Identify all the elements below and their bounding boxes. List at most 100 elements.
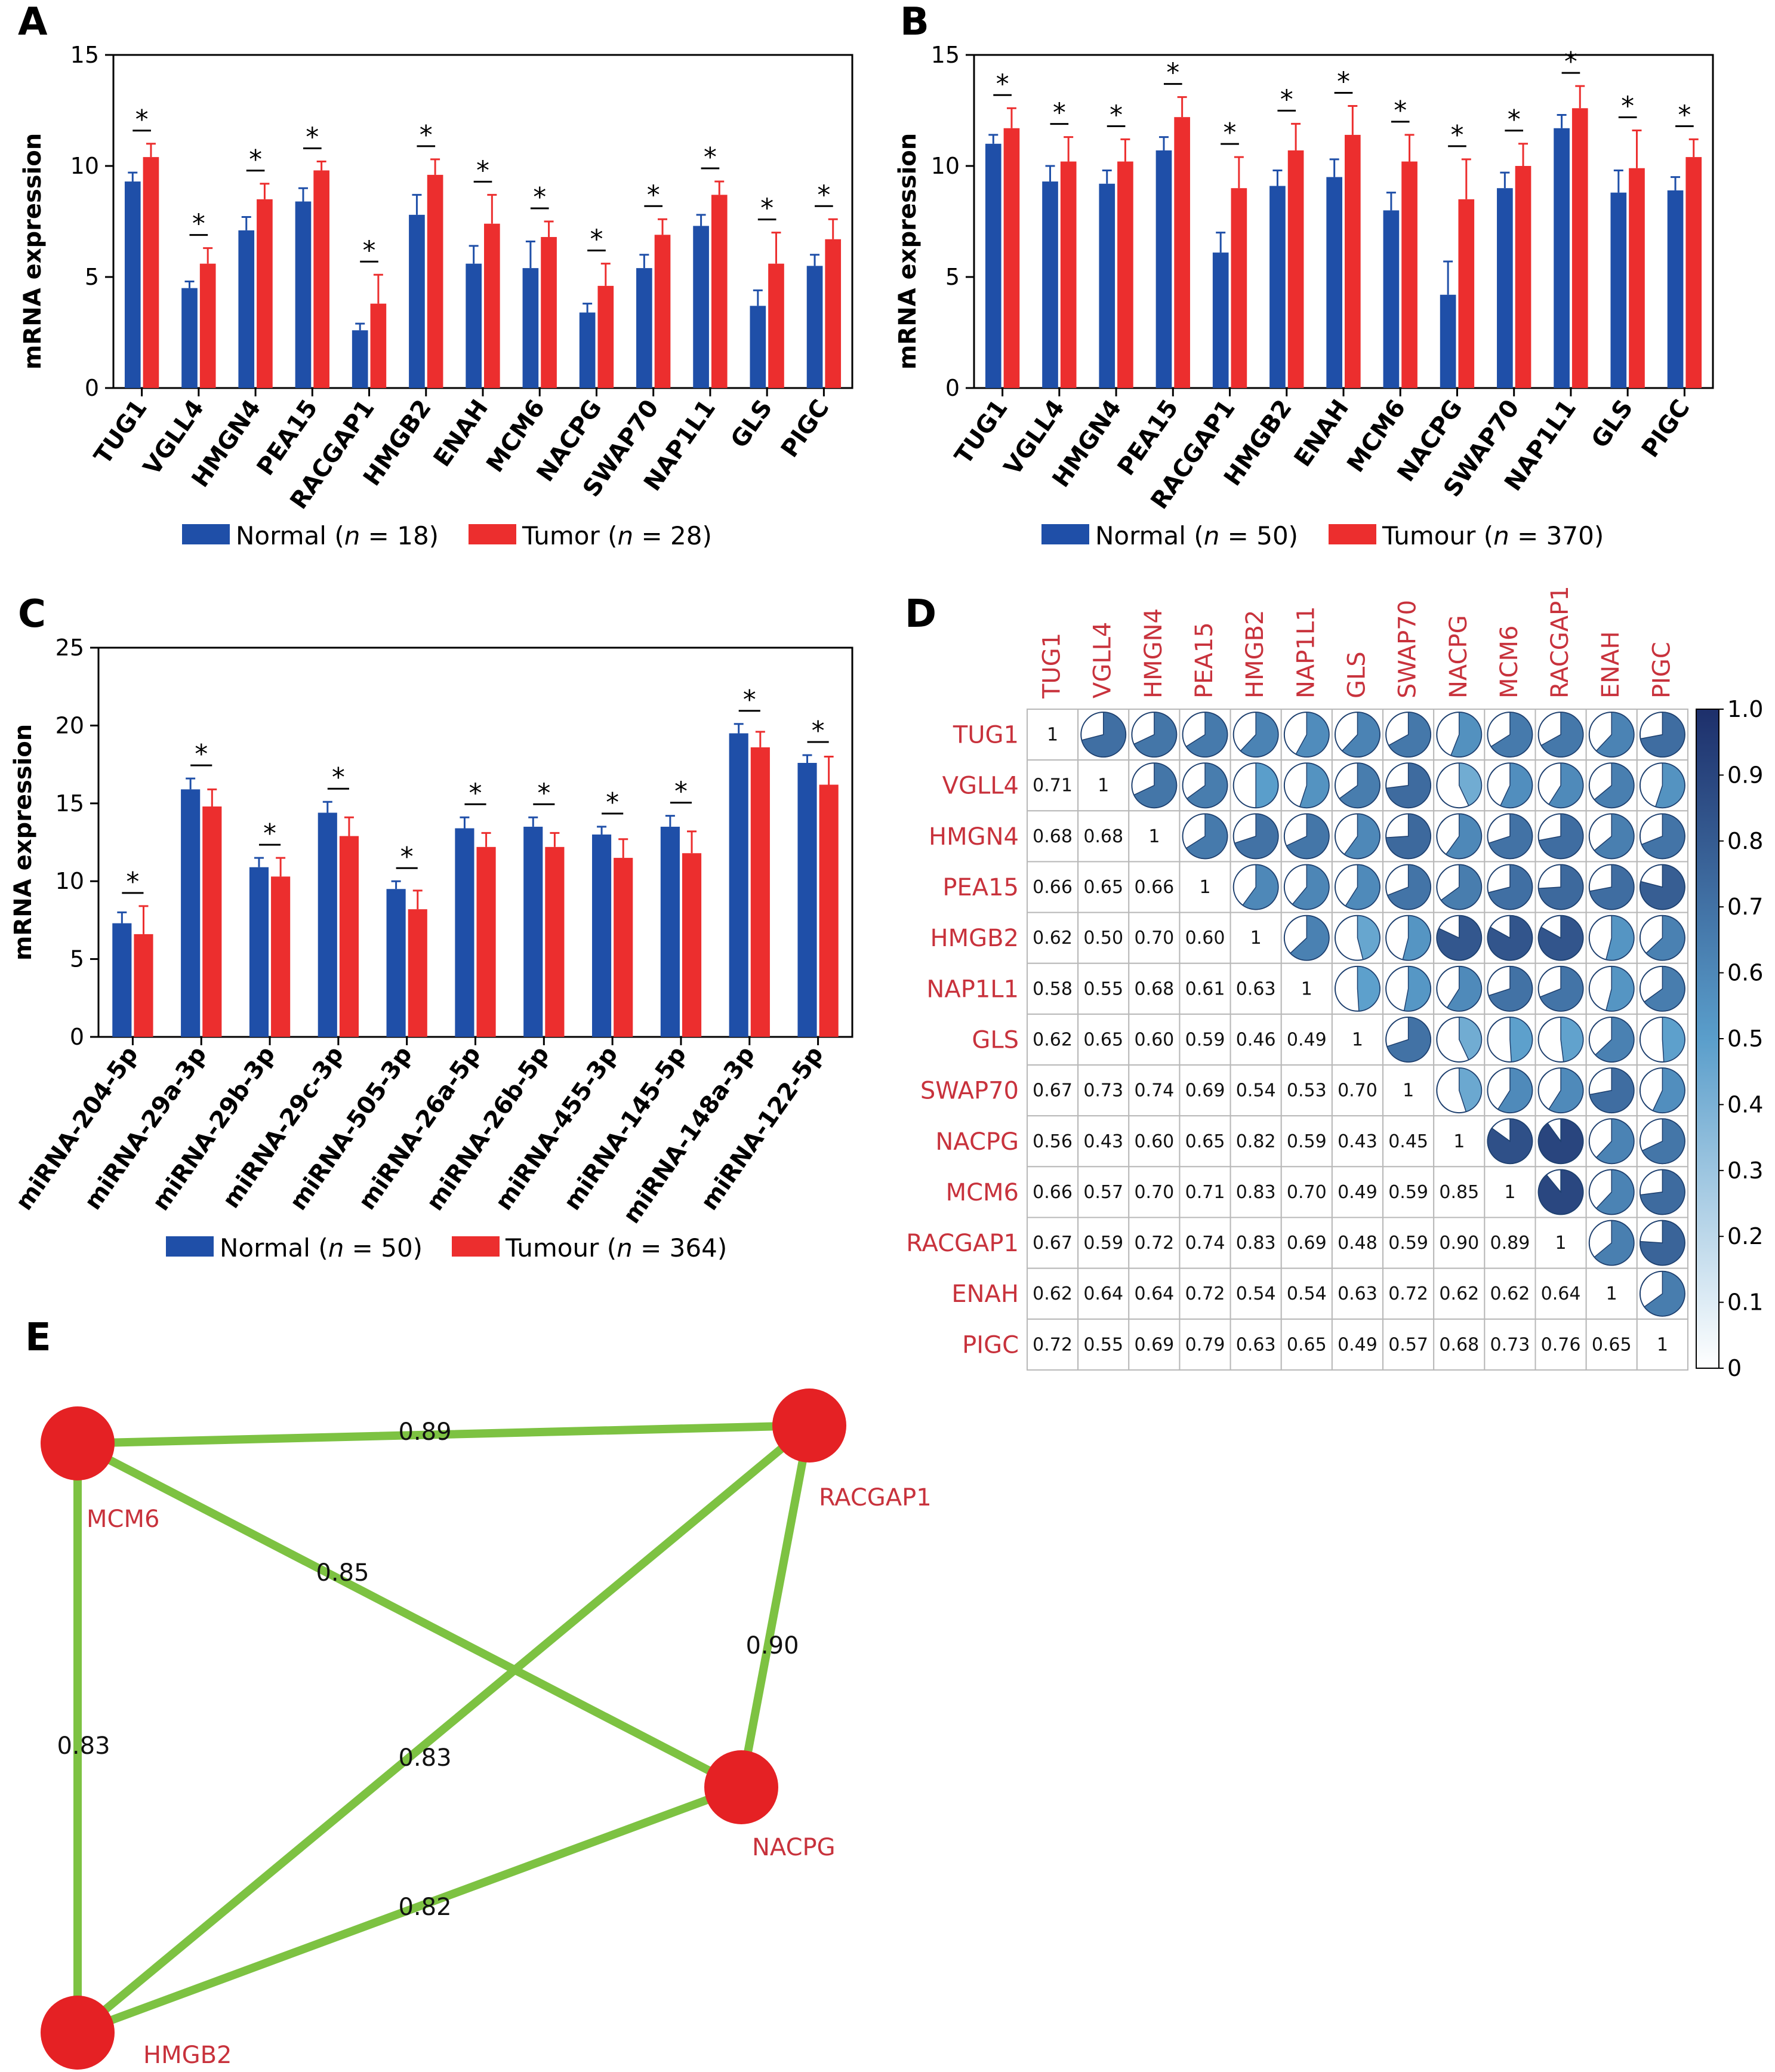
- corr-value: 0.65: [1592, 1334, 1632, 1355]
- y-axis-label: mRNA expression: [894, 133, 922, 370]
- corr-pie-wedge: [1640, 712, 1685, 758]
- corr-cell: [1534, 1318, 1587, 1371]
- corr-value: 0.72: [1134, 1233, 1174, 1254]
- significance-star: *: [812, 716, 825, 746]
- corr-value: 0.72: [1185, 1283, 1225, 1304]
- corr-pie-wedge: [1436, 915, 1482, 961]
- corr-pie-wedge: [1539, 966, 1584, 1012]
- corr-cell: [1027, 1318, 1079, 1371]
- corr-value: 0.64: [1541, 1283, 1581, 1304]
- colorbar-tick-label: 0.5: [1727, 1026, 1763, 1052]
- bar-tumour: [1174, 117, 1190, 388]
- y-tick-label: 15: [70, 42, 99, 68]
- legend-swatch: [452, 1236, 500, 1257]
- corr-cell: [1331, 1013, 1384, 1066]
- significance-star: *: [743, 685, 756, 715]
- corr-cell: [1229, 962, 1282, 1015]
- corr-value: 0.60: [1185, 928, 1225, 949]
- corr-column-label: NACPG: [1445, 615, 1472, 698]
- corr-column-label: PEA15: [1191, 622, 1218, 698]
- corr-cell: [1331, 1115, 1384, 1168]
- bar-normal: [660, 826, 680, 1037]
- corr-value: 0.46: [1236, 1029, 1276, 1050]
- corr-value: 0.48: [1338, 1233, 1378, 1254]
- bar-tumor: [597, 285, 614, 388]
- corr-cell: [1128, 861, 1181, 913]
- corr-value: 0.67: [1033, 1080, 1073, 1101]
- corr-pie-wedge: [1537, 915, 1584, 961]
- bar-tumor: [313, 170, 329, 388]
- corr-value: 0.49: [1287, 1029, 1327, 1050]
- y-tick-label: 10: [931, 153, 960, 179]
- corr-pie-wedge: [1654, 762, 1685, 808]
- bar-normal: [318, 812, 337, 1037]
- corr-pie-wedge: [1640, 1220, 1685, 1266]
- legend-label: Tumour (n = 370): [1382, 521, 1604, 550]
- bar-normal: [112, 923, 132, 1037]
- corr-value: 0.54: [1287, 1283, 1327, 1304]
- corr-pie-wedge: [1299, 762, 1330, 808]
- corr-cell: [1077, 1064, 1130, 1117]
- corr-column-label: GLS: [1343, 651, 1370, 698]
- significance-star: *: [704, 142, 717, 173]
- bar-tumor: [711, 195, 728, 388]
- panel-d: D TUG1 VGLL4 HMGN4 PEA15 HMGB2 NAP1L1 GLS SWAP70…: [905, 586, 1763, 1381]
- bar-tumour: [1345, 134, 1361, 389]
- corr-pie-wedge: [1445, 813, 1482, 860]
- bar-normal: [797, 762, 817, 1037]
- node-label: HMGB2: [143, 2042, 232, 2069]
- significance-star: *: [1678, 100, 1691, 130]
- corr-value: 0.66: [1033, 877, 1073, 898]
- x-tick-label: miRNA-29a-3p: [79, 1041, 212, 1215]
- corr-diagonal: 1: [1047, 725, 1058, 746]
- corr-pie-wedge: [1345, 864, 1380, 910]
- corr-cell: [1534, 1217, 1587, 1269]
- corr-pie-wedge: [1289, 915, 1330, 961]
- corr-diagonal: 1: [1453, 1131, 1465, 1152]
- bar-tumour: [134, 934, 153, 1037]
- significance-star: *: [533, 182, 546, 213]
- bar-normal: [1269, 186, 1286, 388]
- corr-pie-wedge: [1595, 1169, 1635, 1215]
- significance-star: *: [363, 235, 376, 266]
- bar-normal: [579, 312, 596, 388]
- corr-pie-wedge: [1242, 864, 1279, 910]
- significance-star: *: [760, 193, 774, 224]
- corr-pie-wedge: [1459, 1017, 1482, 1061]
- plot-frame: [973, 54, 1714, 389]
- corr-pie-wedge: [1402, 915, 1431, 961]
- corr-pie-wedge: [1595, 1118, 1635, 1164]
- bar-tumour: [545, 846, 565, 1037]
- corr-value: 0.83: [1236, 1182, 1276, 1203]
- corr-pie-wedge: [1548, 762, 1584, 808]
- bar-tumor: [257, 199, 273, 388]
- edge-weight-label: 0.89: [398, 1418, 451, 1446]
- edge-weight-label: 0.82: [398, 1894, 451, 1921]
- significance-star: *: [306, 122, 319, 153]
- corr-row-label: HMGB2: [930, 925, 1019, 952]
- corr-column-label: ENAH: [1597, 631, 1625, 698]
- corr-value: 0.73: [1490, 1334, 1530, 1355]
- corr-value: 0.53: [1287, 1080, 1327, 1101]
- panel-letter: C: [18, 592, 46, 636]
- panel-e: E 0.89 0.85 0.90 0.83 0.83 0.82 MCM6 RACGAP1 NACP…: [25, 1316, 932, 2070]
- bar-normal: [1042, 181, 1058, 388]
- network-edge: [73, 1421, 813, 2037]
- corr-column-label: HMGB2: [1241, 610, 1269, 698]
- x-tick-label: miRNA-455-3p: [490, 1041, 623, 1215]
- corr-cell: [1229, 1166, 1282, 1218]
- corr-pie-wedge: [1292, 864, 1330, 910]
- significance-star: *: [1280, 84, 1293, 115]
- bar-tumour: [1629, 168, 1645, 388]
- corr-value: 0.79: [1185, 1334, 1225, 1355]
- bar-normal: [1667, 190, 1684, 388]
- bar-normal: [693, 226, 709, 388]
- significance-star: *: [647, 180, 660, 210]
- corr-diagonal: 1: [1199, 877, 1210, 898]
- edge-weight-label: 0.90: [745, 1632, 799, 1660]
- bar-normal: [522, 268, 539, 388]
- corr-pie-wedge: [1499, 762, 1533, 808]
- legend-swatch: [469, 524, 516, 544]
- corr-cell: [1077, 912, 1130, 964]
